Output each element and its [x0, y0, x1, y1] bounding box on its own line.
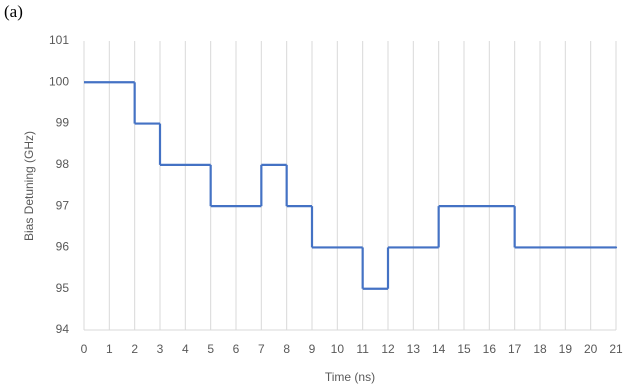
y-axis-label: Bias Detuning (GHz) [22, 131, 36, 241]
x-tick-label: 11 [356, 342, 369, 356]
x-tick-label: 4 [182, 342, 189, 356]
x-tick-label: 9 [309, 342, 316, 356]
x-tick-label: 19 [559, 342, 573, 356]
y-tick-label: 95 [56, 281, 70, 295]
x-tick-label: 18 [533, 342, 547, 356]
x-tick-label: 10 [331, 342, 345, 356]
y-tick-label: 98 [56, 157, 70, 171]
x-tick-label: 14 [432, 342, 446, 356]
x-axis-label: Time (ns) [325, 370, 375, 384]
y-tick-label: 99 [56, 116, 70, 130]
y-tick-label: 101 [49, 33, 69, 47]
x-tick-label: 12 [381, 342, 395, 356]
x-tick-label: 8 [283, 342, 290, 356]
y-tick-label: 97 [56, 198, 70, 212]
y-tick-label: 100 [49, 74, 69, 88]
x-tick-label: 3 [157, 342, 164, 356]
panel-label: (a) [4, 2, 23, 21]
x-tick-label: 13 [407, 342, 421, 356]
x-tick-label: 21 [609, 342, 623, 356]
x-tick-label: 2 [131, 342, 138, 356]
y-tick-label: 96 [56, 240, 70, 254]
x-tick-label: 7 [258, 342, 265, 356]
x-tick-label: 0 [81, 342, 88, 356]
x-tick-label: 16 [483, 342, 497, 356]
end-point [614, 246, 618, 249]
y-tick-label: 94 [56, 322, 70, 336]
x-tick-label: 20 [584, 342, 598, 356]
x-tick-label: 17 [508, 342, 522, 356]
x-tick-label: 1 [106, 342, 113, 356]
x-tick-label: 15 [457, 342, 471, 356]
x-tick-label: 5 [207, 342, 214, 356]
x-tick-label: 6 [233, 342, 240, 356]
